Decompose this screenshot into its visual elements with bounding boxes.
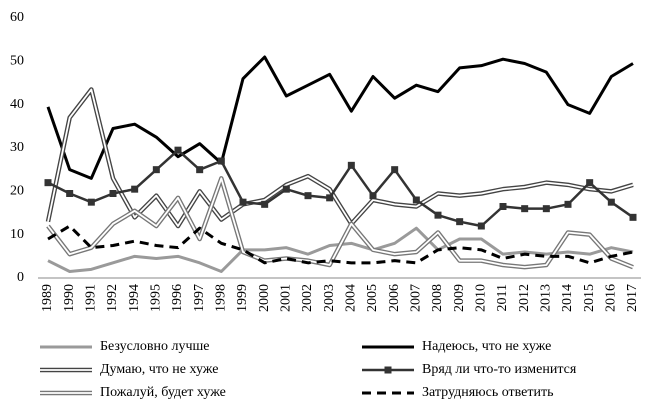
point-marker [87,198,95,206]
point-marker [131,185,139,193]
series-line [47,148,634,228]
point-marker [44,179,52,187]
y-tick-label: 10 [10,227,24,242]
point-marker [66,190,74,197]
y-tick-label: 20 [10,184,24,199]
series-line [47,177,634,269]
point-marker [391,166,399,174]
point-marker [326,194,334,202]
point-marker [239,198,247,206]
x-tick-label: 2013 [539,284,554,312]
legend-label: Думаю, что не хуже [100,362,218,377]
point-marker [196,166,204,174]
x-tick-label: 2008 [430,284,445,312]
x-tick-label: 1998 [214,284,229,312]
point-marker [282,185,290,193]
x-tick-label: 2004 [344,284,359,312]
series-line [46,55,634,180]
x-tick-label: 1989 [40,284,55,312]
x-tick-label: 2011 [495,284,510,311]
point-marker [456,218,464,226]
x-tick-label: 1997 [192,284,207,312]
x-tick-label: 1991 [84,284,99,312]
point-marker [542,205,550,213]
point-marker [629,213,637,221]
point-marker [434,211,442,219]
point-marker [261,200,269,208]
y-tick-label: 60 [10,10,24,25]
x-tick-label: 2016 [604,284,619,312]
point-marker [347,161,355,169]
y-tick-label: 40 [10,97,24,112]
x-tick-label: 2006 [387,284,402,312]
legend-label: Вряд ли что-то изменится [422,362,577,377]
legend-label: Затрудняюсь ответить [422,385,554,400]
x-tick-label: 2010 [474,284,489,312]
series-line [47,224,634,265]
x-tick-label: 1994 [127,284,142,312]
point-marker [521,205,529,213]
point-marker [586,179,594,187]
x-tick-label: 2007 [409,284,424,312]
legend-label: Надеюсь, что не хуже [422,339,551,354]
x-tick-label: 1992 [105,284,120,312]
point-marker [477,222,485,230]
point-marker [369,192,377,200]
x-tick-label: 2003 [322,284,337,312]
point-marker [607,198,615,206]
point-marker [217,157,225,165]
y-tick-label: 30 [10,140,24,155]
point-marker [174,146,182,154]
point-marker [304,192,312,200]
x-tick-label: 2005 [365,284,380,312]
point-marker [412,196,420,204]
y-tick-label: 0 [17,270,24,285]
x-tick-label: 2012 [517,284,532,312]
x-tick-label: 1995 [149,284,164,312]
x-tick-label: 2015 [582,284,597,312]
x-tick-label: 1999 [235,284,250,312]
x-tick-label: 2017 [625,284,640,312]
x-tick-label: 2009 [452,284,467,312]
x-tick-label: 1996 [170,284,185,312]
x-tick-label: 2000 [257,284,272,312]
point-marker [109,190,117,197]
x-tick-label: 2001 [279,284,294,312]
y-tick-label: 50 [10,54,24,69]
point-marker [564,200,572,208]
x-tick-label: 1990 [62,284,77,312]
legend-marker [384,366,392,374]
point-marker [152,166,160,174]
x-tick-label: 2014 [560,284,575,312]
point-marker [499,203,507,210]
x-tick-label: 2002 [300,284,315,312]
legend-label: Безусловно лучше [100,339,209,354]
series-line [47,88,634,227]
legend-label: Пожалуй, будет хуже [100,385,226,400]
